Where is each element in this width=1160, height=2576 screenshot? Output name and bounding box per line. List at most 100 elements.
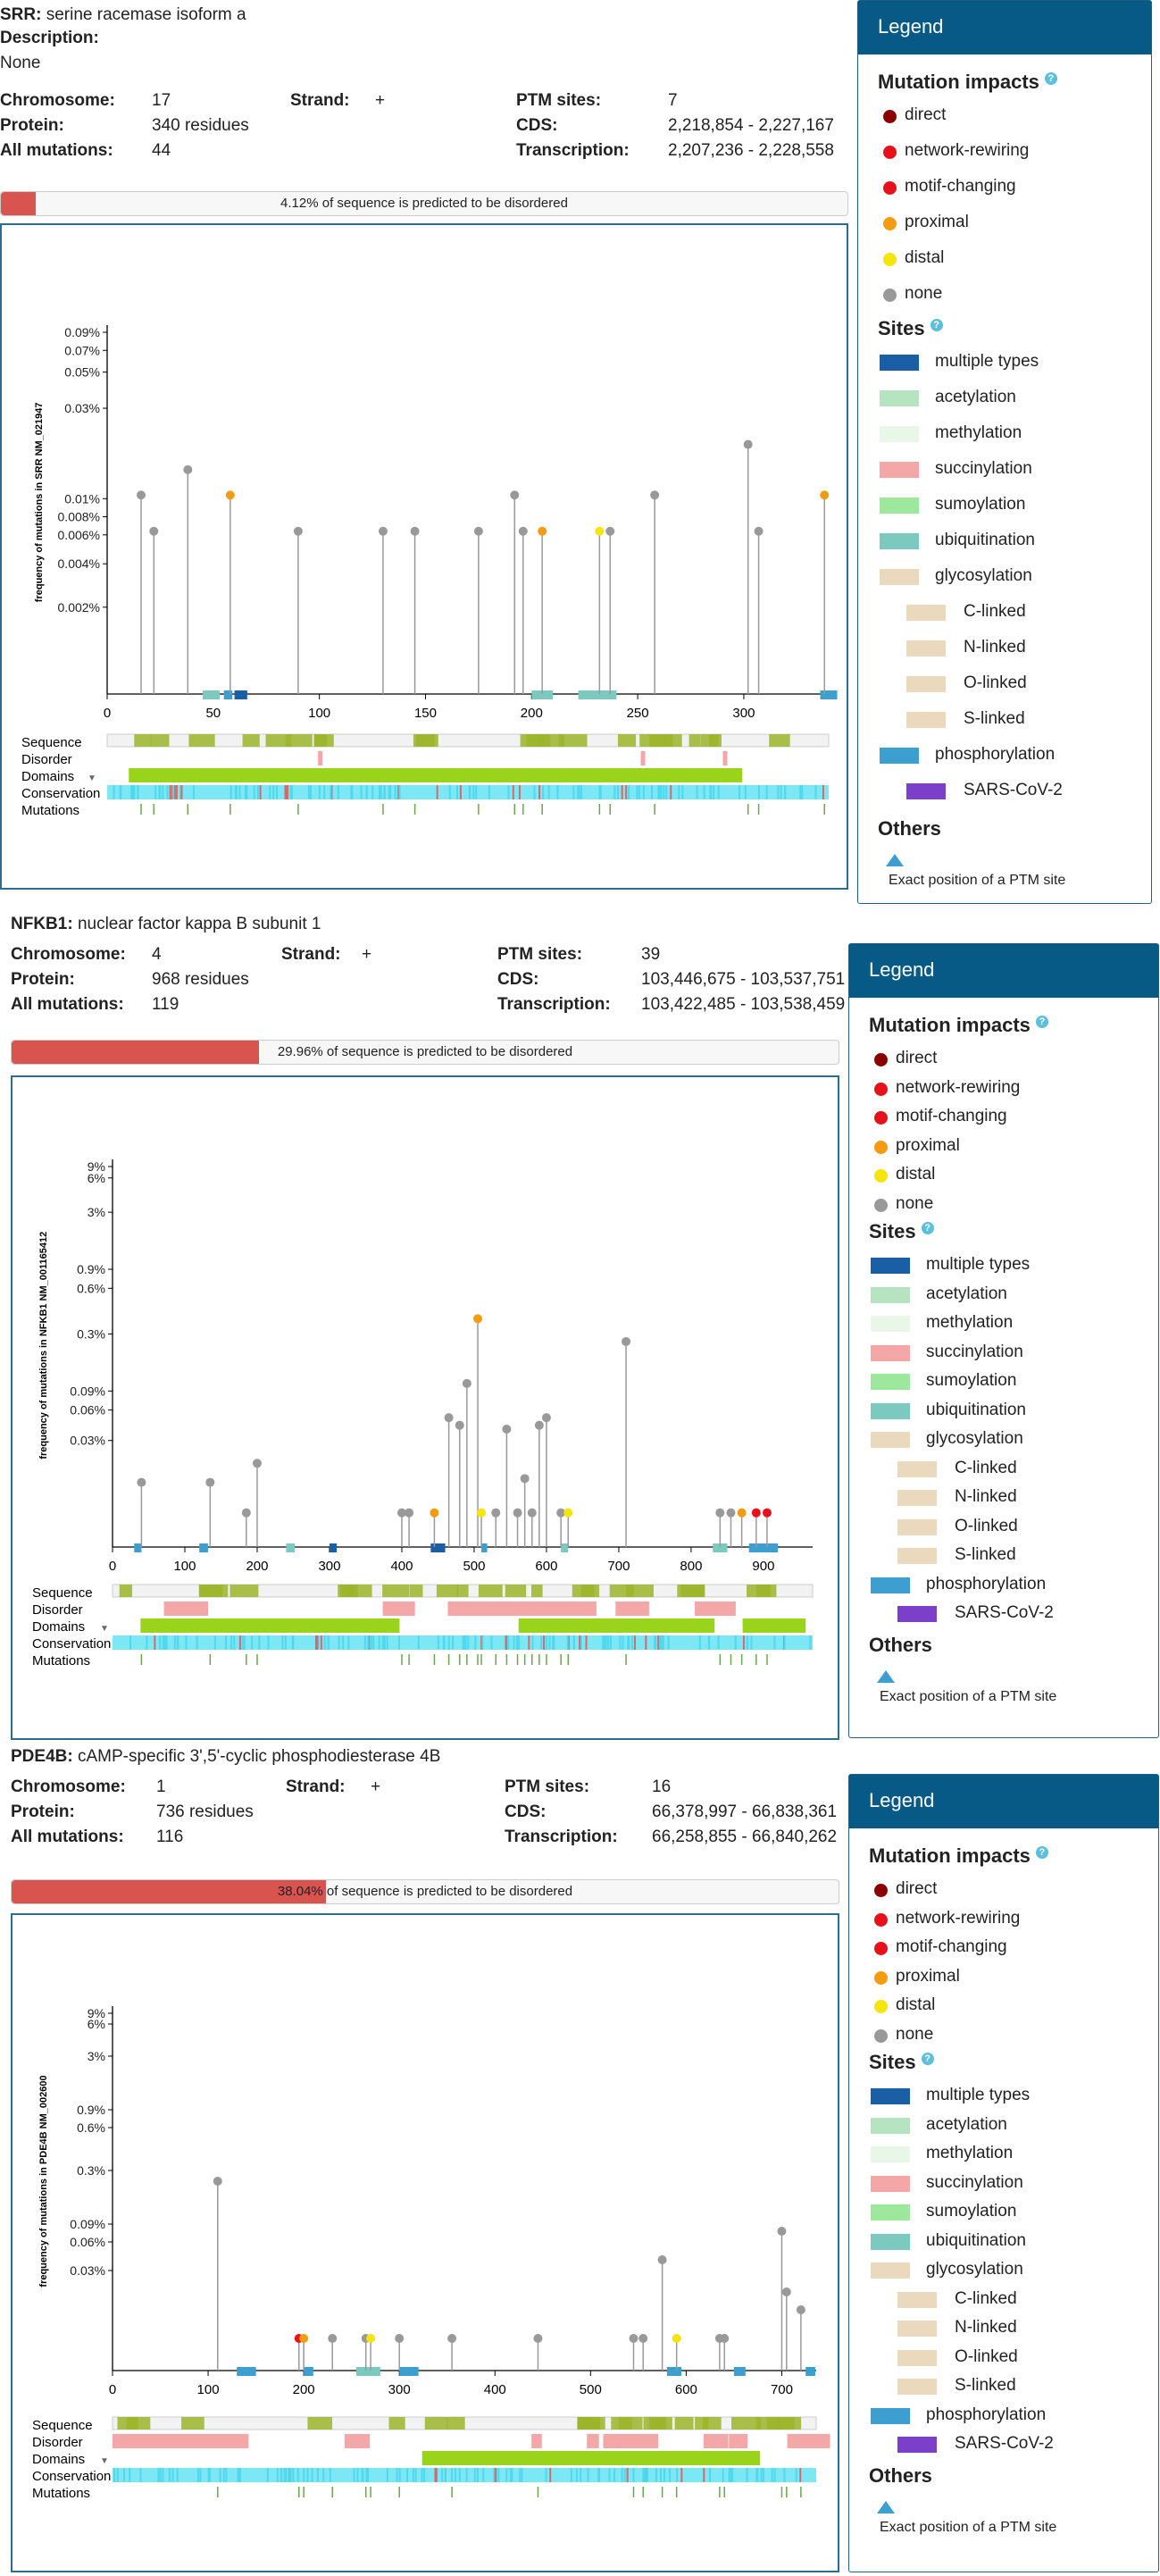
sequence-highlight: [755, 1585, 771, 1597]
sequence-highlight: [229, 1585, 259, 1597]
impacts-title-text: Mutation impacts: [869, 1844, 1031, 1867]
disorder-fill: [1, 192, 37, 215]
impact-label: distal: [896, 1165, 936, 1183]
disorder-segment: [703, 2434, 729, 2448]
conservation-stripe: [119, 785, 121, 799]
sequence-highlight: [639, 734, 666, 747]
mutation-dot: [533, 2334, 543, 2343]
conservation-stripe: [505, 2468, 508, 2482]
conservation-stripe: [129, 1635, 131, 1650]
legend-panel: Legend Mutation impacts? direct network-rew…: [857, 0, 1152, 904]
conservation-stripe: [613, 785, 616, 799]
conservation-stripe: [162, 785, 164, 799]
impacts-title: Mutation impacts?: [869, 1014, 1158, 1037]
conservation-stripe: [303, 2468, 305, 2482]
gene-title: SRR: serine racemase isoform a: [0, 5, 246, 25]
help-icon[interactable]: ?: [930, 318, 943, 331]
sequence-highlight: [424, 2417, 448, 2430]
conservation-stripe: [383, 1635, 386, 1650]
conservation-stripe: [310, 785, 313, 799]
ptm-site-bar: [237, 2367, 256, 2376]
strand-label: Strand:: [286, 1777, 346, 1796]
site-label: ubiquitination: [926, 1400, 1026, 1419]
conservation-stripe: [259, 785, 262, 799]
track-label-domains: Domains: [32, 2452, 85, 2467]
conservation-stripe: [587, 2468, 589, 2482]
help-icon[interactable]: ?: [921, 2052, 934, 2065]
mutation-dot: [137, 490, 146, 500]
needle-plot[interactable]: 9%6% 3% 0.9% 0.6% 0.3% 0.09% 0.06% 0.03% frequen…: [13, 1077, 838, 1738]
conservation-stripe: [658, 785, 661, 799]
disorder-segment: [640, 751, 646, 765]
mutation-dot: [541, 1413, 551, 1423]
needle-plot[interactable]: 0.09% 0.07% 0.05% 0.03% 0.01% 0.008% 0.006% 0.0…: [2, 225, 847, 888]
site-label: N-linked: [955, 1487, 1017, 1506]
site-item-N-linked: N-linked: [878, 635, 1151, 671]
site-item-methylation: methylation: [869, 1310, 1158, 1340]
conservation-stripe: [623, 2468, 626, 2482]
conservation-stripe: [507, 785, 510, 799]
y-tick-label: 0.01%: [64, 491, 100, 506]
site-label: C-linked: [955, 1458, 1017, 1477]
conservation-stripe: [233, 1635, 236, 1650]
ptm-site-bar: [202, 690, 220, 699]
conservation-stripe: [113, 2468, 116, 2482]
disorder-progress: 38.04% of sequence is predicted to be di…: [11, 1879, 839, 1904]
impact-item-motif-changing: motif-changing: [869, 1104, 1158, 1133]
disorder-segment: [787, 2434, 830, 2448]
conservation-stripe: [698, 1635, 701, 1650]
conservation-stripe: [572, 1635, 575, 1650]
track-label-domains: Domains: [21, 769, 74, 784]
track-label-sequence: Sequence: [32, 2418, 93, 2433]
x-tick-label: 300: [388, 2382, 411, 2397]
conservation-stripe: [722, 2468, 724, 2482]
site-label: multiple types: [926, 2086, 1031, 2104]
impact-dot-icon: [883, 217, 897, 230]
conservation-stripe: [556, 785, 559, 799]
domain-block: [308, 1618, 400, 1633]
conservation-stripe: [296, 2468, 299, 2482]
x-tick-label: 100: [173, 1559, 196, 1574]
impact-dot-icon: [883, 289, 897, 302]
help-icon[interactable]: ?: [1044, 71, 1057, 85]
conservation-stripe: [237, 2468, 239, 2482]
x-tick-label: 50: [205, 706, 221, 721]
conservation-stripe: [744, 785, 747, 799]
conservation-stripe: [783, 2468, 786, 2482]
help-icon[interactable]: ?: [1035, 1015, 1048, 1028]
ptm-site-bar: [304, 2367, 313, 2376]
help-icon[interactable]: ?: [921, 1221, 934, 1234]
conservation-stripe: [338, 1635, 340, 1650]
site-swatch-icon: [906, 640, 946, 657]
domain-block: [129, 768, 743, 782]
conservation-stripe: [239, 1635, 242, 1650]
triangle-icon: [886, 854, 904, 866]
y-tick-label: 0.6%: [77, 1281, 105, 1295]
conservation-stripe: [316, 1635, 319, 1650]
conservation-stripe: [543, 1635, 546, 1650]
impact-label: direct: [905, 105, 947, 124]
site-label: ubiquitination: [926, 2230, 1026, 2250]
sequence-highlight: [609, 1585, 634, 1597]
help-icon[interactable]: ?: [1035, 1845, 1048, 1859]
y-tick-label: 3%: [88, 1205, 105, 1219]
mutation-dot: [252, 1459, 262, 1468]
mutation-dot: [726, 1508, 736, 1518]
impact-label: proximal: [905, 213, 969, 231]
site-item-C-linked: C-linked: [869, 1456, 1158, 1485]
transcription-label: Transcription:: [497, 995, 611, 1014]
needle-plot[interactable]: 9%6% 3% 0.9% 0.6% 0.3% 0.09% 0.06% 0.03% frequen…: [13, 1915, 838, 2571]
site-swatch-icon: [871, 2407, 910, 2424]
conservation-stripe: [367, 1635, 370, 1650]
impact-label: motif-changing: [896, 1937, 1007, 1956]
mutation-dot: [410, 526, 420, 536]
site-label: C-linked: [964, 602, 1026, 621]
site-item-ubiquitination: ubiquitination: [869, 2229, 1158, 2258]
impact-item-network-rewiring: network-rewiring: [878, 138, 1151, 174]
sequence-highlight: [199, 1585, 223, 1597]
impact-label: none: [896, 1193, 934, 1213]
x-tick-label: 0: [109, 1559, 116, 1574]
x-tick-label: 600: [675, 2382, 697, 2397]
conservation-stripe: [822, 785, 824, 799]
conservation-stripe: [171, 2468, 174, 2482]
